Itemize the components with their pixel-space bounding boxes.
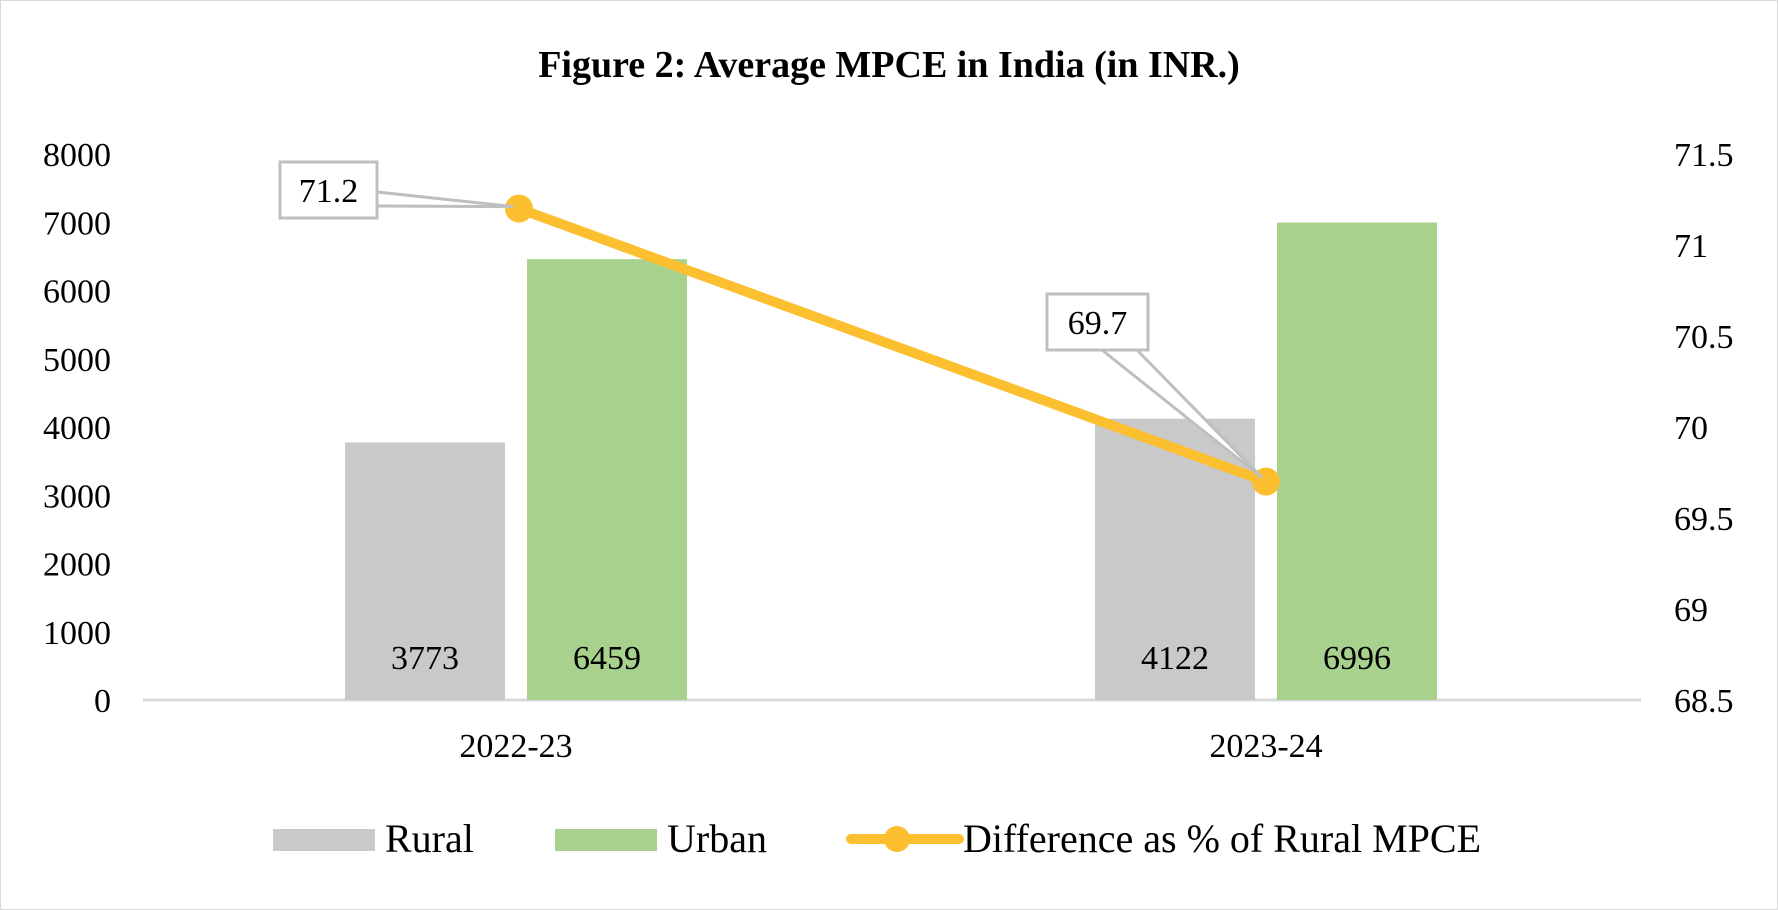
left-tick-label: 2000: [43, 547, 111, 584]
category-axis: 2022-23 2023-24: [459, 728, 1322, 765]
line-value-label: 69.7: [1068, 305, 1128, 342]
right-tick-label: 69: [1674, 592, 1708, 629]
bar-rural-2022-23: [345, 442, 505, 700]
left-tick-label: 7000: [43, 205, 111, 242]
bar-urban-2023-24: [1277, 222, 1437, 700]
left-tick-label: 4000: [43, 410, 111, 447]
right-tick-label: 68.5: [1674, 683, 1734, 720]
bar-urban-2022-23: [527, 259, 687, 700]
legend-marker-line: [884, 826, 910, 852]
line-series: [505, 194, 1280, 496]
bar-value-label: 4122: [1141, 640, 1209, 677]
legend-label-urban: Urban: [667, 816, 767, 861]
right-tick-label: 71.5: [1674, 137, 1734, 174]
left-tick-label: 0: [94, 683, 111, 720]
left-tick-label: 1000: [43, 615, 111, 652]
callout-group: 71.2 69.7: [278, 160, 1264, 479]
chart-title: Figure 2: Average MPCE in India (in INR.…: [538, 44, 1240, 86]
legend-label-difference: Difference as % of Rural MPCE: [963, 816, 1481, 861]
difference-line: [514, 203, 1271, 487]
right-tick-label: 71: [1674, 228, 1708, 265]
category-label: 2023-24: [1209, 728, 1322, 765]
legend-label-rural: Rural: [385, 816, 474, 861]
bar-value-label: 3773: [391, 640, 459, 677]
right-tick-label: 70.5: [1674, 319, 1734, 356]
callout-box: [1045, 292, 1150, 352]
callout-leader: [375, 190, 514, 209]
legend: Rural Urban Difference as % of Rural MPCE: [273, 816, 1481, 861]
bar-value-label: 6996: [1323, 640, 1391, 677]
bar-value-label: 6459: [573, 640, 641, 677]
line-value-label: 71.2: [299, 173, 359, 210]
left-tick-label: 6000: [43, 274, 111, 311]
right-tick-label: 70: [1674, 410, 1708, 447]
legend-swatch-rural: [273, 829, 375, 851]
difference-point: [505, 194, 533, 223]
callout-box: [278, 160, 379, 220]
bar-group: [345, 222, 1437, 700]
left-axis: 0 1000 2000 3000 4000 5000 6000 7000 8000: [43, 137, 111, 720]
left-tick-label: 3000: [43, 478, 111, 515]
left-tick-label: 5000: [43, 342, 111, 379]
bar-label-group: 3773 6459 4122 6996: [391, 640, 1391, 677]
right-axis: 68.5 69 69.5 70 70.5 71 71.5: [1674, 137, 1734, 720]
left-tick-label: 8000: [43, 137, 111, 174]
category-label: 2022-23: [459, 728, 572, 765]
legend-swatch-urban: [555, 829, 657, 851]
right-tick-label: 69.5: [1674, 501, 1734, 538]
